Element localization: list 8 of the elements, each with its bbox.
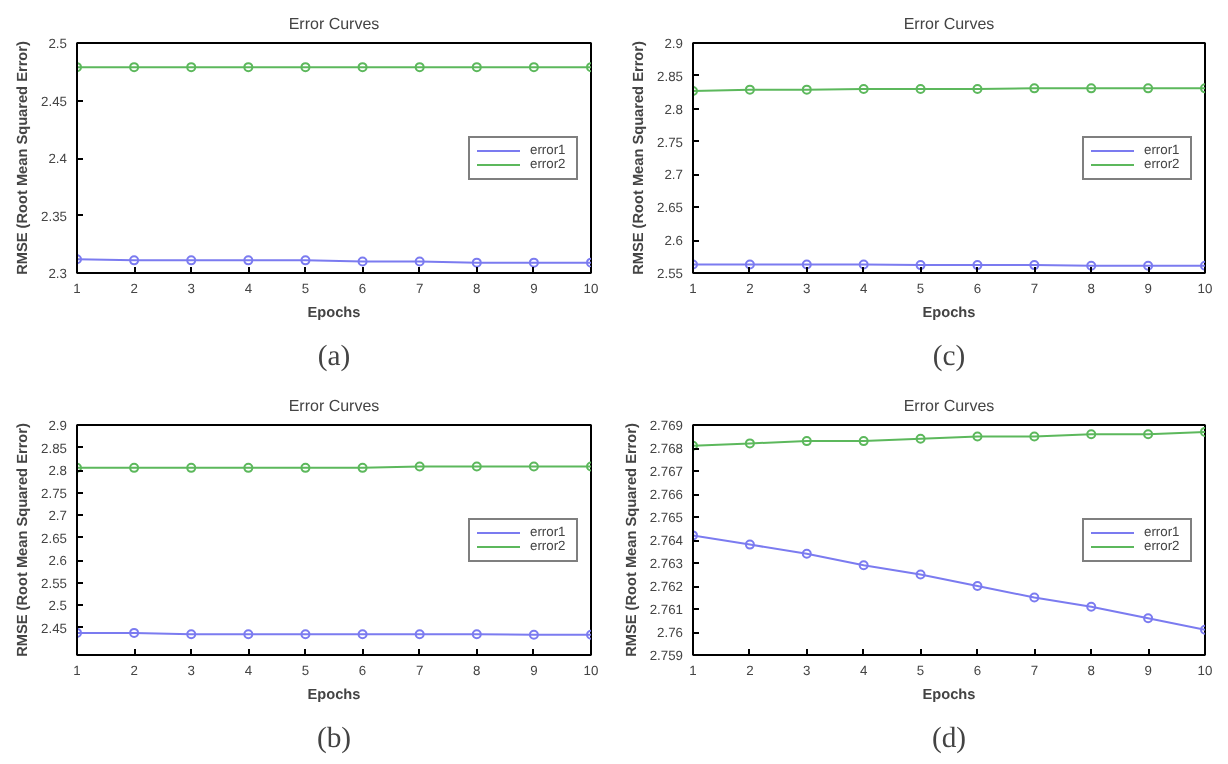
text: (a) bbox=[317, 341, 351, 373]
text: (b) bbox=[316, 723, 352, 755]
chart-title: Error Curves bbox=[903, 15, 995, 33]
text: (c) bbox=[932, 341, 966, 373]
chart-title: Error Curves bbox=[903, 397, 995, 415]
text: (d) bbox=[931, 723, 967, 755]
chart-title: Error Curves bbox=[288, 397, 380, 415]
chart-title: Error Curves bbox=[288, 15, 380, 33]
